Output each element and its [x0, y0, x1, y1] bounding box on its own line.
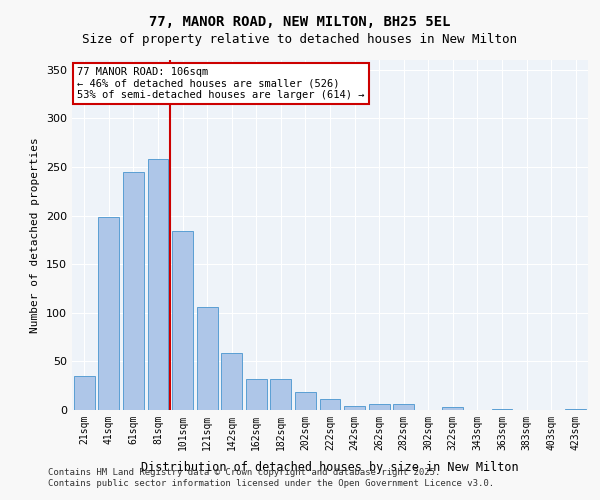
Bar	[295, 392, 316, 410]
Text: Contains HM Land Registry data © Crown copyright and database right 2025.
Contai: Contains HM Land Registry data © Crown c…	[48, 468, 494, 487]
Bar	[565, 409, 586, 410]
Bar	[148, 159, 169, 410]
Bar	[74, 376, 95, 410]
Bar	[344, 406, 365, 410]
X-axis label: Distribution of detached houses by size in New Milton: Distribution of detached houses by size …	[141, 461, 519, 474]
Bar	[172, 231, 193, 410]
Bar	[197, 307, 218, 410]
Bar	[320, 400, 340, 410]
Bar	[246, 379, 267, 410]
Text: 77, MANOR ROAD, NEW MILTON, BH25 5EL: 77, MANOR ROAD, NEW MILTON, BH25 5EL	[149, 15, 451, 29]
Bar	[123, 172, 144, 410]
Bar	[491, 409, 512, 410]
Text: Size of property relative to detached houses in New Milton: Size of property relative to detached ho…	[83, 32, 517, 46]
Bar	[221, 352, 242, 410]
Bar	[442, 407, 463, 410]
Text: 77 MANOR ROAD: 106sqm
← 46% of detached houses are smaller (526)
53% of semi-det: 77 MANOR ROAD: 106sqm ← 46% of detached …	[77, 67, 365, 100]
Bar	[98, 216, 119, 410]
Bar	[271, 379, 292, 410]
Y-axis label: Number of detached properties: Number of detached properties	[31, 137, 40, 333]
Bar	[393, 404, 414, 410]
Bar	[368, 404, 389, 410]
